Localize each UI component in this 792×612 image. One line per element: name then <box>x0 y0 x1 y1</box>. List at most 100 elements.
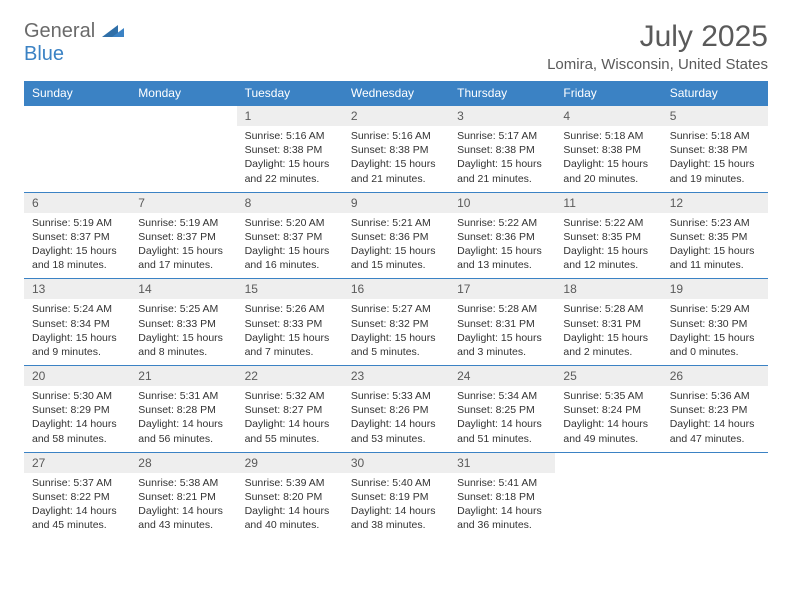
daylight-text: and 16 minutes. <box>245 258 335 272</box>
calendar-week: 1Sunrise: 5:16 AMSunset: 8:38 PMDaylight… <box>24 106 768 193</box>
logo: General Blue <box>24 20 124 66</box>
day-number: 25 <box>555 366 661 386</box>
calendar-cell: 7Sunrise: 5:19 AMSunset: 8:37 PMDaylight… <box>130 192 236 279</box>
day-body: Sunrise: 5:19 AMSunset: 8:37 PMDaylight:… <box>24 213 130 279</box>
day-number: 12 <box>662 193 768 213</box>
daylight-text: Daylight: 14 hours <box>245 417 335 431</box>
logo-blue: Blue <box>24 43 64 65</box>
calendar-cell: 11Sunrise: 5:22 AMSunset: 8:35 PMDayligh… <box>555 192 661 279</box>
daylight-text: Daylight: 15 hours <box>670 244 760 258</box>
calendar-cell: 6Sunrise: 5:19 AMSunset: 8:37 PMDaylight… <box>24 192 130 279</box>
calendar-cell: 12Sunrise: 5:23 AMSunset: 8:35 PMDayligh… <box>662 192 768 279</box>
logo-text: General Blue <box>24 20 124 66</box>
calendar-week: 6Sunrise: 5:19 AMSunset: 8:37 PMDaylight… <box>24 192 768 279</box>
daylight-text: and 22 minutes. <box>245 172 335 186</box>
day-body: Sunrise: 5:29 AMSunset: 8:30 PMDaylight:… <box>662 299 768 365</box>
calendar-cell: 26Sunrise: 5:36 AMSunset: 8:23 PMDayligh… <box>662 366 768 453</box>
day-number: 30 <box>343 453 449 473</box>
daylight-text: Daylight: 15 hours <box>351 244 441 258</box>
calendar-cell: 9Sunrise: 5:21 AMSunset: 8:36 PMDaylight… <box>343 192 449 279</box>
sunrise-text: Sunrise: 5:36 AM <box>670 389 760 403</box>
daylight-text: and 55 minutes. <box>245 432 335 446</box>
day-number: 9 <box>343 193 449 213</box>
sunrise-text: Sunrise: 5:19 AM <box>32 216 122 230</box>
day-number: 13 <box>24 279 130 299</box>
calendar-cell: 28Sunrise: 5:38 AMSunset: 8:21 PMDayligh… <box>130 452 236 538</box>
daylight-text: and 20 minutes. <box>563 172 653 186</box>
calendar-table: Sunday Monday Tuesday Wednesday Thursday… <box>24 81 768 538</box>
sunset-text: Sunset: 8:21 PM <box>138 490 228 504</box>
day-body: Sunrise: 5:41 AMSunset: 8:18 PMDaylight:… <box>449 473 555 539</box>
day-number: 20 <box>24 366 130 386</box>
sunset-text: Sunset: 8:31 PM <box>457 317 547 331</box>
day-number: 27 <box>24 453 130 473</box>
day-number: 10 <box>449 193 555 213</box>
daylight-text: and 38 minutes. <box>351 518 441 532</box>
daylight-text: Daylight: 15 hours <box>245 157 335 171</box>
day-body: Sunrise: 5:31 AMSunset: 8:28 PMDaylight:… <box>130 386 236 452</box>
sunrise-text: Sunrise: 5:21 AM <box>351 216 441 230</box>
day-number: 4 <box>555 106 661 126</box>
day-header: Saturday <box>662 81 768 106</box>
daylight-text: and 3 minutes. <box>457 345 547 359</box>
sunset-text: Sunset: 8:26 PM <box>351 403 441 417</box>
daylight-text: Daylight: 15 hours <box>563 331 653 345</box>
sunrise-text: Sunrise: 5:28 AM <box>563 302 653 316</box>
daylight-text: and 56 minutes. <box>138 432 228 446</box>
calendar-cell: 13Sunrise: 5:24 AMSunset: 8:34 PMDayligh… <box>24 279 130 366</box>
day-body: Sunrise: 5:36 AMSunset: 8:23 PMDaylight:… <box>662 386 768 452</box>
sunset-text: Sunset: 8:27 PM <box>245 403 335 417</box>
daylight-text: Daylight: 15 hours <box>457 331 547 345</box>
daylight-text: Daylight: 14 hours <box>32 417 122 431</box>
page-title: July 2025 <box>547 20 768 54</box>
daylight-text: and 8 minutes. <box>138 345 228 359</box>
daylight-text: Daylight: 14 hours <box>245 504 335 518</box>
daylight-text: and 19 minutes. <box>670 172 760 186</box>
logo-general: General <box>24 20 95 42</box>
day-body: Sunrise: 5:40 AMSunset: 8:19 PMDaylight:… <box>343 473 449 539</box>
daylight-text: and 18 minutes. <box>32 258 122 272</box>
day-body: Sunrise: 5:25 AMSunset: 8:33 PMDaylight:… <box>130 299 236 365</box>
logo-triangle-icon <box>102 21 124 42</box>
daylight-text: and 21 minutes. <box>351 172 441 186</box>
day-number: 15 <box>237 279 343 299</box>
day-number: 6 <box>24 193 130 213</box>
daylight-text: Daylight: 15 hours <box>457 244 547 258</box>
day-header: Sunday <box>24 81 130 106</box>
day-header: Monday <box>130 81 236 106</box>
sunset-text: Sunset: 8:23 PM <box>670 403 760 417</box>
day-body: Sunrise: 5:22 AMSunset: 8:36 PMDaylight:… <box>449 213 555 279</box>
day-number: 26 <box>662 366 768 386</box>
daylight-text: Daylight: 15 hours <box>563 157 653 171</box>
day-number: 17 <box>449 279 555 299</box>
sunset-text: Sunset: 8:19 PM <box>351 490 441 504</box>
calendar-cell: 30Sunrise: 5:40 AMSunset: 8:19 PMDayligh… <box>343 452 449 538</box>
sunset-text: Sunset: 8:31 PM <box>563 317 653 331</box>
sunset-text: Sunset: 8:32 PM <box>351 317 441 331</box>
sunrise-text: Sunrise: 5:30 AM <box>32 389 122 403</box>
day-number: 28 <box>130 453 236 473</box>
calendar-cell: 4Sunrise: 5:18 AMSunset: 8:38 PMDaylight… <box>555 106 661 193</box>
daylight-text: and 36 minutes. <box>457 518 547 532</box>
sunset-text: Sunset: 8:28 PM <box>138 403 228 417</box>
daylight-text: Daylight: 15 hours <box>670 331 760 345</box>
day-number: 29 <box>237 453 343 473</box>
sunset-text: Sunset: 8:25 PM <box>457 403 547 417</box>
calendar-cell: 22Sunrise: 5:32 AMSunset: 8:27 PMDayligh… <box>237 366 343 453</box>
sunrise-text: Sunrise: 5:22 AM <box>563 216 653 230</box>
day-body: Sunrise: 5:16 AMSunset: 8:38 PMDaylight:… <box>237 126 343 192</box>
daylight-text: Daylight: 14 hours <box>457 504 547 518</box>
daylight-text: and 15 minutes. <box>351 258 441 272</box>
day-number: 19 <box>662 279 768 299</box>
sunrise-text: Sunrise: 5:33 AM <box>351 389 441 403</box>
calendar-cell: 3Sunrise: 5:17 AMSunset: 8:38 PMDaylight… <box>449 106 555 193</box>
daylight-text: and 12 minutes. <box>563 258 653 272</box>
sunset-text: Sunset: 8:37 PM <box>32 230 122 244</box>
daylight-text: and 0 minutes. <box>670 345 760 359</box>
sunset-text: Sunset: 8:38 PM <box>457 143 547 157</box>
day-body: Sunrise: 5:18 AMSunset: 8:38 PMDaylight:… <box>662 126 768 192</box>
calendar-cell: 17Sunrise: 5:28 AMSunset: 8:31 PMDayligh… <box>449 279 555 366</box>
day-body: Sunrise: 5:18 AMSunset: 8:38 PMDaylight:… <box>555 126 661 192</box>
sunrise-text: Sunrise: 5:27 AM <box>351 302 441 316</box>
page: General Blue July 2025 Lomira, Wisconsin… <box>0 0 792 558</box>
